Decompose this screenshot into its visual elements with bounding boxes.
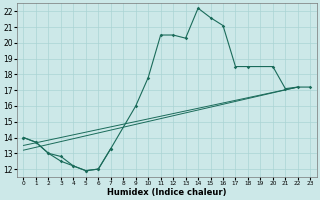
X-axis label: Humidex (Indice chaleur): Humidex (Indice chaleur) <box>107 188 227 197</box>
